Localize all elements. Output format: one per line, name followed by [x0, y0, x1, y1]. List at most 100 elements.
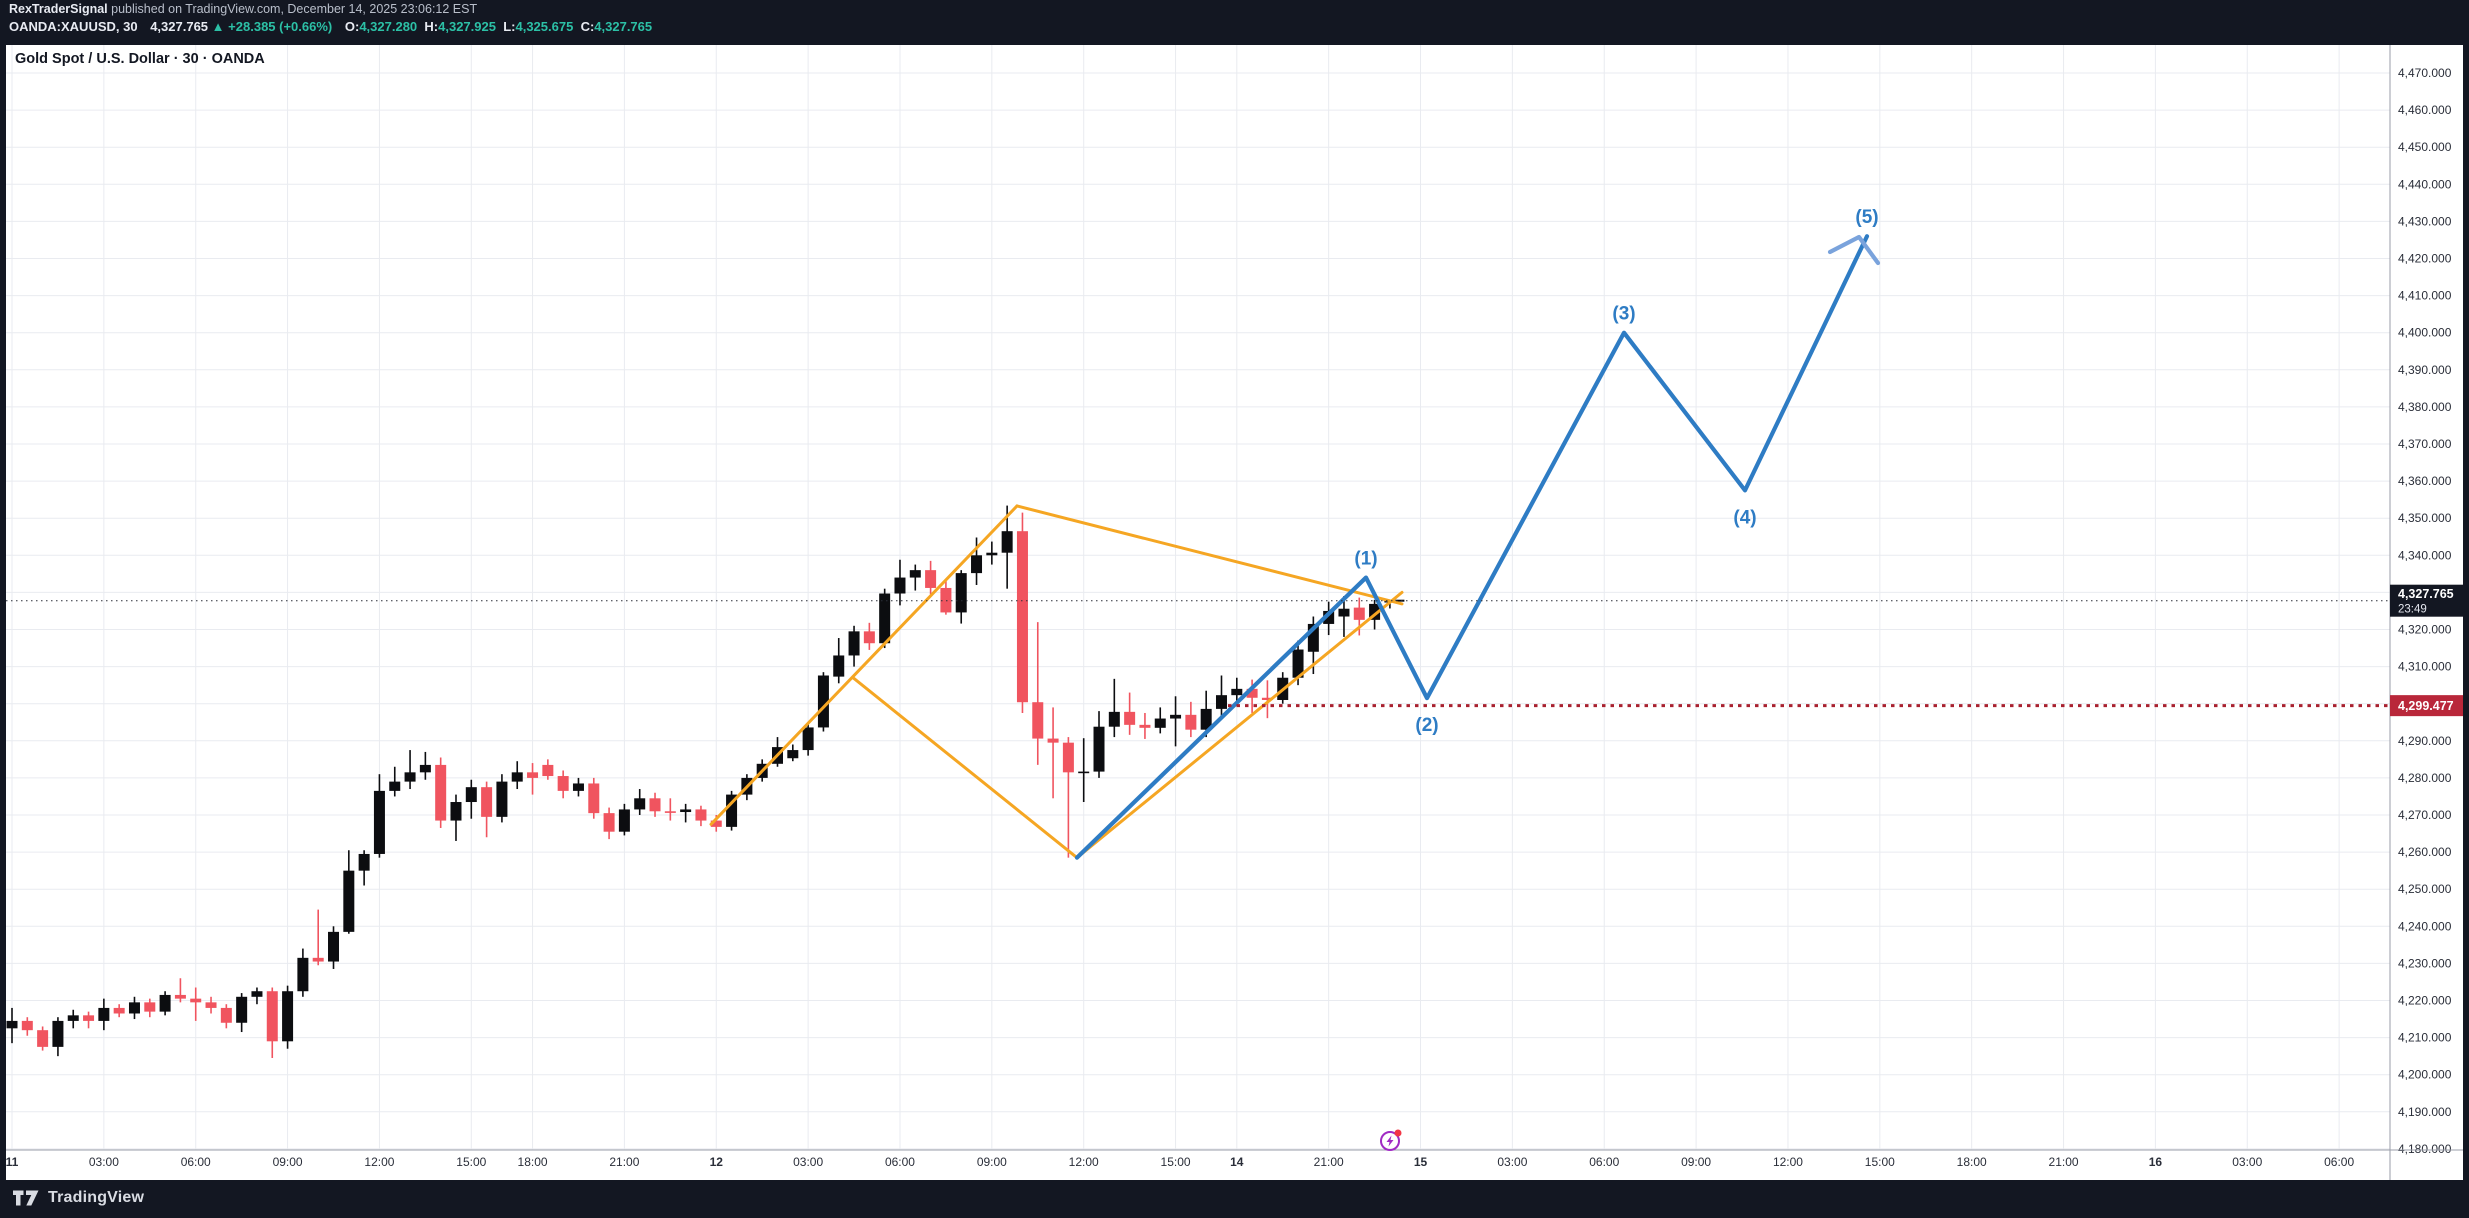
- candle: [940, 587, 952, 613]
- candle: [879, 593, 891, 644]
- candle: [802, 727, 814, 751]
- candle: [312, 957, 324, 962]
- candle: [986, 552, 998, 556]
- price-axis-label: 4,190.000: [2398, 1105, 2452, 1119]
- price-axis-label: 4,310.000: [2398, 660, 2452, 674]
- time-axis-label: 21:00: [2049, 1155, 2079, 1169]
- tradingview-logo-icon: [13, 1190, 39, 1206]
- candle: [1246, 688, 1258, 698]
- price-axis-label: 4,270.000: [2398, 808, 2452, 822]
- candle: [236, 996, 248, 1023]
- low-label: L:: [503, 19, 516, 34]
- candle: [909, 570, 921, 578]
- bar-countdown: 23:49: [2398, 604, 2427, 616]
- candle: [634, 798, 646, 810]
- time-axis-label: 09:00: [1681, 1155, 1711, 1169]
- candle: [1292, 649, 1304, 678]
- tradingview-logo[interactable]: TradingView: [13, 1189, 144, 1207]
- candle: [144, 1002, 156, 1012]
- candle: [1323, 610, 1335, 624]
- last-price-badge[interactable]: 4,327.765 23:49: [2390, 584, 2463, 617]
- svg-text:4,299.477: 4,299.477: [2398, 699, 2454, 713]
- candle: [1185, 714, 1197, 730]
- wave-label: (1): [1354, 549, 1377, 570]
- time-axis-label: 15: [1414, 1155, 1428, 1169]
- open-label: O:: [344, 19, 360, 34]
- candle: [190, 998, 202, 1003]
- alert-price-badge[interactable]: 4,299.477: [2390, 695, 2463, 717]
- quote-line: OANDA:XAUUSD, 30 4,327.765 ▲ +28.385 (+0…: [9, 19, 652, 34]
- candle: [557, 776, 569, 791]
- candle: [649, 798, 661, 812]
- chart-legend-title[interactable]: Gold Spot / U.S. Dollar · 30 · OANDA: [15, 51, 265, 67]
- candle: [1369, 603, 1381, 620]
- candle: [848, 631, 860, 656]
- axes: 4,180.000 4,190.000 4,200.000 4,210.000 4,22…: [6, 45, 2463, 1180]
- time-axis-label: 09:00: [273, 1155, 303, 1169]
- candle: [220, 1007, 232, 1023]
- elliott-wave-line[interactable]: [1074, 234, 1870, 860]
- byline: RexTraderSignal published on TradingView…: [9, 2, 477, 16]
- price-axis-label: 4,460.000: [2398, 103, 2452, 117]
- candle: [98, 1007, 110, 1021]
- price-axis-label: 4,280.000: [2398, 771, 2452, 785]
- time-axis-label: 09:00: [977, 1155, 1007, 1169]
- wave-label: (3): [1612, 304, 1635, 325]
- candle: [680, 809, 692, 813]
- footer-bar: TradingView: [0, 1180, 2469, 1218]
- price-axis-label: 4,260.000: [2398, 845, 2452, 859]
- candle: [1078, 771, 1090, 774]
- chart-panel[interactable]: Gold Spot / U.S. Dollar · 30 · OANDA (1)…: [6, 45, 2463, 1180]
- time-axis-label: 03:00: [793, 1155, 823, 1169]
- price-change: +28.385 (+0.66%): [228, 19, 333, 34]
- candle: [726, 794, 738, 827]
- price-axis-label: 4,320.000: [2398, 623, 2452, 637]
- time-axis-label: 21:00: [1314, 1155, 1344, 1169]
- time-axis-label: 03:00: [89, 1155, 119, 1169]
- chart-plot[interactable]: (1) (2) (3) (4) (5) 4,180.000 4,190.000 4,200.0…: [6, 45, 2463, 1180]
- candle: [1093, 726, 1105, 772]
- pattern-trendline[interactable]: [709, 504, 1019, 826]
- time-axis-label: 03:00: [2232, 1155, 2262, 1169]
- wave-label: (5): [1855, 207, 1878, 228]
- candle: [894, 577, 906, 594]
- time-axis-label: 16: [2149, 1155, 2163, 1169]
- author-name: RexTraderSignal: [9, 2, 108, 16]
- price-axis-label: 4,430.000: [2398, 214, 2452, 228]
- candle: [1353, 607, 1365, 620]
- candle: [695, 809, 707, 821]
- candle: [37, 1030, 49, 1047]
- wave-label: (2): [1415, 715, 1438, 736]
- high-value: 4,327.925: [438, 19, 496, 34]
- candle: [419, 764, 431, 773]
- candle: [205, 1002, 217, 1008]
- candle: [618, 809, 630, 832]
- pattern-trendline[interactable]: [1015, 504, 1404, 606]
- candle: [1338, 608, 1350, 617]
- candle: [52, 1020, 64, 1047]
- lightning-event-icon[interactable]: [1380, 1129, 1402, 1151]
- close-label: C:: [580, 19, 595, 34]
- candle: [435, 764, 447, 821]
- price-axis-label: 4,390.000: [2398, 363, 2452, 377]
- last-price: 4,327.765: [150, 19, 209, 34]
- pattern-trendline[interactable]: [851, 676, 1079, 860]
- candle: [67, 1015, 79, 1021]
- candle: [1062, 742, 1074, 773]
- time-axis-label: 21:00: [609, 1155, 639, 1169]
- time-axis-label: 06:00: [1589, 1155, 1619, 1169]
- candle: [128, 1002, 140, 1014]
- price-axis-label: 4,200.000: [2398, 1068, 2452, 1082]
- time-axis-label: 06:00: [181, 1155, 211, 1169]
- candle: [282, 991, 294, 1042]
- candle: [450, 802, 462, 821]
- candle: [710, 820, 722, 827]
- candle: [817, 675, 829, 728]
- up-arrow-icon: ▲: [211, 19, 225, 34]
- candle: [21, 1020, 33, 1031]
- candle: [1215, 695, 1227, 709]
- pattern-trendline[interactable]: [1075, 590, 1404, 860]
- candle: [1200, 708, 1212, 730]
- byline-text: published on TradingView.com, December 1…: [107, 2, 478, 16]
